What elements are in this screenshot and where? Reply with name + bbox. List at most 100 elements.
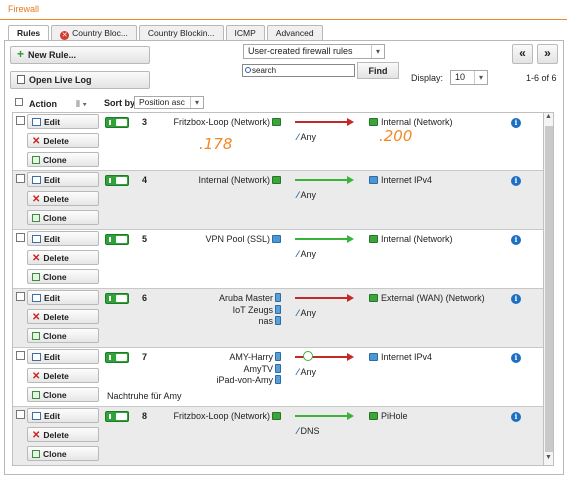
- rule-toggle[interactable]: [105, 293, 129, 304]
- delete-button[interactable]: ✕ Delete: [27, 250, 99, 265]
- source-item[interactable]: nas: [219, 316, 281, 328]
- scrollbar-thumb[interactable]: [545, 126, 553, 452]
- next-page-button[interactable]: »: [537, 44, 558, 64]
- rule-toggle[interactable]: [105, 411, 129, 422]
- delete-button[interactable]: ✕ Delete: [27, 133, 99, 148]
- network-icon: [369, 235, 378, 243]
- scroll-down-icon[interactable]: ▼: [545, 454, 552, 461]
- source-item[interactable]: AmyTV: [216, 363, 281, 376]
- info-icon[interactable]: i: [511, 294, 521, 304]
- rule-toggle[interactable]: [105, 234, 129, 245]
- rule-toggle[interactable]: [105, 117, 129, 128]
- table-row: Edit ✕ Delete Clone 3 Fritzbox-Loop (Netw…: [13, 113, 544, 171]
- info-icon[interactable]: i: [511, 412, 521, 422]
- scrollbar[interactable]: ▲ ▼: [543, 112, 554, 466]
- delete-icon: ✕: [32, 312, 41, 323]
- edit-button[interactable]: Edit: [27, 408, 99, 423]
- delete-button[interactable]: ✕ Delete: [27, 191, 99, 206]
- allow-arrow-icon: [295, 235, 354, 243]
- edit-button[interactable]: Edit: [27, 172, 99, 187]
- clone-button[interactable]: Clone: [27, 269, 99, 284]
- tab-label: Rules: [17, 28, 41, 38]
- tab-country-blocking[interactable]: ✕ Country Bloc...: [51, 25, 137, 40]
- find-button[interactable]: Find: [357, 62, 399, 79]
- rule-destination[interactable]: Internet IPv4: [369, 352, 432, 362]
- tab-rules[interactable]: Rules: [8, 25, 50, 41]
- edit-label: Edit: [44, 234, 61, 244]
- rule-destination[interactable]: Internal (Network): [369, 117, 453, 127]
- source-item[interactable]: AMY-Harry: [216, 352, 281, 364]
- rule-toggle[interactable]: [105, 175, 129, 186]
- search-input[interactable]: search: [242, 64, 355, 77]
- rule-service[interactable]: ⁄ Any: [297, 249, 316, 259]
- source-item[interactable]: Aruba Master: [219, 293, 281, 305]
- tab-country-blocking-exceptions[interactable]: Country Blockin...: [138, 25, 224, 40]
- tab-advanced[interactable]: Advanced: [266, 25, 323, 40]
- row-checkbox[interactable]: [16, 292, 25, 301]
- source-item[interactable]: Fritzbox-Loop (Network): [173, 117, 281, 129]
- edit-button[interactable]: Edit: [27, 349, 99, 364]
- delete-button[interactable]: ✕ Delete: [27, 427, 99, 442]
- row-checkbox[interactable]: [16, 116, 25, 125]
- info-icon[interactable]: i: [511, 235, 521, 245]
- filter-select[interactable]: User-created firewall rules ▾: [243, 44, 385, 59]
- rule-destination[interactable]: External (WAN) (Network): [369, 293, 485, 303]
- open-live-log-button[interactable]: Open Live Log: [10, 71, 150, 89]
- row-checkbox[interactable]: [16, 351, 25, 360]
- rule-service[interactable]: ⁄ Any: [297, 308, 316, 318]
- rule-destination[interactable]: Internet IPv4: [369, 175, 432, 185]
- clone-button[interactable]: Clone: [27, 210, 99, 225]
- select-all-checkbox[interactable]: [15, 98, 23, 106]
- edit-button[interactable]: Edit: [27, 231, 99, 246]
- edit-button[interactable]: Edit: [27, 114, 99, 129]
- tab-bar: Rules ✕ Country Bloc... Country Blockin..…: [8, 25, 325, 41]
- drop-arrow-icon: [295, 294, 354, 302]
- display-label: Display:: [411, 73, 444, 83]
- network-icon: [369, 118, 378, 126]
- source-item[interactable]: IoT Zeugs: [219, 304, 281, 317]
- info-icon[interactable]: i: [511, 176, 521, 186]
- column-menu-icon[interactable]: ⦀ ▾: [76, 99, 87, 109]
- log-icon: [17, 75, 25, 84]
- delete-button[interactable]: ✕ Delete: [27, 368, 99, 383]
- prev-page-button[interactable]: «: [512, 44, 533, 64]
- source-item[interactable]: VPN Pool (SSL): [205, 234, 281, 246]
- delete-button[interactable]: ✕ Delete: [27, 309, 99, 324]
- source-item[interactable]: Internal (Network): [198, 175, 281, 187]
- clone-button[interactable]: Clone: [27, 152, 99, 167]
- rule-service[interactable]: ⁄ Any: [297, 367, 316, 377]
- clone-button[interactable]: Clone: [27, 446, 99, 461]
- row-checkbox[interactable]: [16, 174, 25, 183]
- clone-button[interactable]: Clone: [27, 387, 99, 402]
- network-icon: [272, 118, 281, 126]
- destination-name: Internet IPv4: [381, 175, 433, 185]
- display-count-select[interactable]: 10 ▾: [450, 70, 488, 85]
- destination-name: PiHole: [381, 411, 408, 421]
- row-checkbox[interactable]: [16, 410, 25, 419]
- row-checkbox[interactable]: [16, 233, 25, 242]
- new-rule-button[interactable]: + New Rule...: [10, 46, 150, 64]
- handwritten-annotation: .178: [199, 135, 233, 153]
- clone-button[interactable]: Clone: [27, 328, 99, 343]
- source-name: VPN Pool (SSL): [205, 234, 270, 244]
- source-item[interactable]: Fritzbox-Loop (Network): [173, 411, 281, 423]
- source-item[interactable]: iPad-von-Amy: [216, 375, 281, 387]
- rule-service[interactable]: ⁄ Any: [297, 132, 316, 142]
- info-icon[interactable]: i: [511, 118, 521, 128]
- rule-toggle[interactable]: [105, 352, 129, 363]
- rule-service[interactable]: ⁄ Any: [297, 190, 316, 200]
- network-icon: [272, 412, 281, 420]
- drop-arrow-icon: [295, 118, 354, 126]
- sort-select[interactable]: Position asc ▾: [134, 96, 204, 109]
- info-icon[interactable]: i: [511, 353, 521, 363]
- clone-icon: [32, 156, 40, 164]
- source-name: AmyTV: [243, 363, 273, 374]
- scroll-up-icon[interactable]: ▲: [545, 113, 552, 120]
- source-name: iPad-von-Amy: [216, 375, 273, 385]
- tab-icmp[interactable]: ICMP: [225, 25, 265, 40]
- rule-service[interactable]: ⁄ DNS: [297, 426, 320, 436]
- rule-destination[interactable]: PiHole: [369, 411, 408, 421]
- rule-destination[interactable]: Internal (Network): [369, 234, 453, 244]
- edit-button[interactable]: Edit: [27, 290, 99, 305]
- clone-label: Clone: [43, 272, 67, 282]
